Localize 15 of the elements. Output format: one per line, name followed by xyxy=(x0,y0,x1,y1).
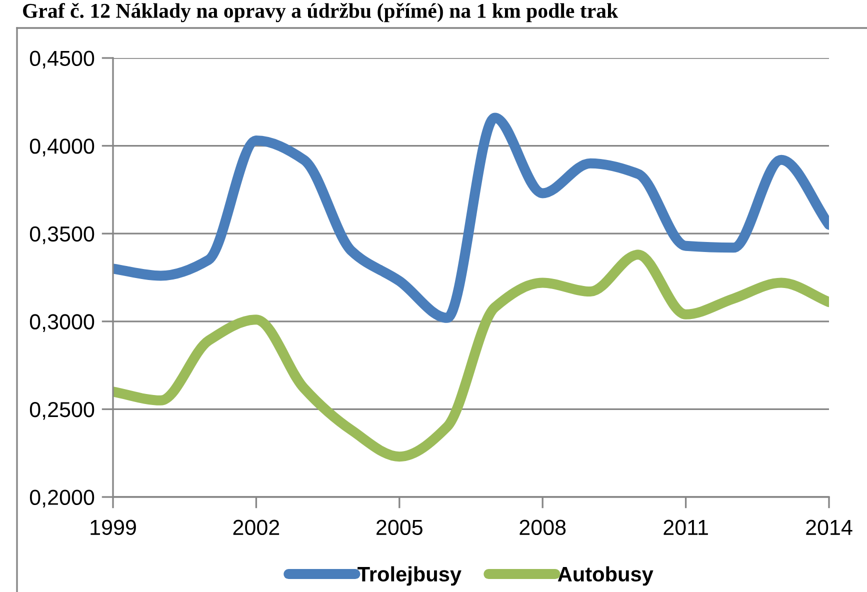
x-tick-label: 2005 xyxy=(376,520,422,536)
x-tick-label: 1999 xyxy=(90,520,136,536)
y-tick-label: 0,2000 xyxy=(30,490,94,508)
y-tick-label: 0,4500 xyxy=(30,50,94,69)
y-tick-label: 0,2500 xyxy=(30,402,94,420)
y-tick-label: 0,4000 xyxy=(30,138,94,156)
chart-title: Graf č. 12 Náklady na opravy a údržbu (přímé) na 1 km podle trak xyxy=(23,3,618,22)
x-tick-label: 2014 xyxy=(806,520,852,536)
y-tick-label: 0,3000 xyxy=(30,314,94,332)
legend-label: Autobusy xyxy=(558,566,654,586)
x-tick-label: 2011 xyxy=(664,520,708,536)
x-tick-label: 2008 xyxy=(520,520,566,536)
y-tick-label: 0,3500 xyxy=(30,226,94,244)
legend-label: Trolejbusy xyxy=(358,566,462,586)
x-tick-label: 2002 xyxy=(233,520,280,536)
